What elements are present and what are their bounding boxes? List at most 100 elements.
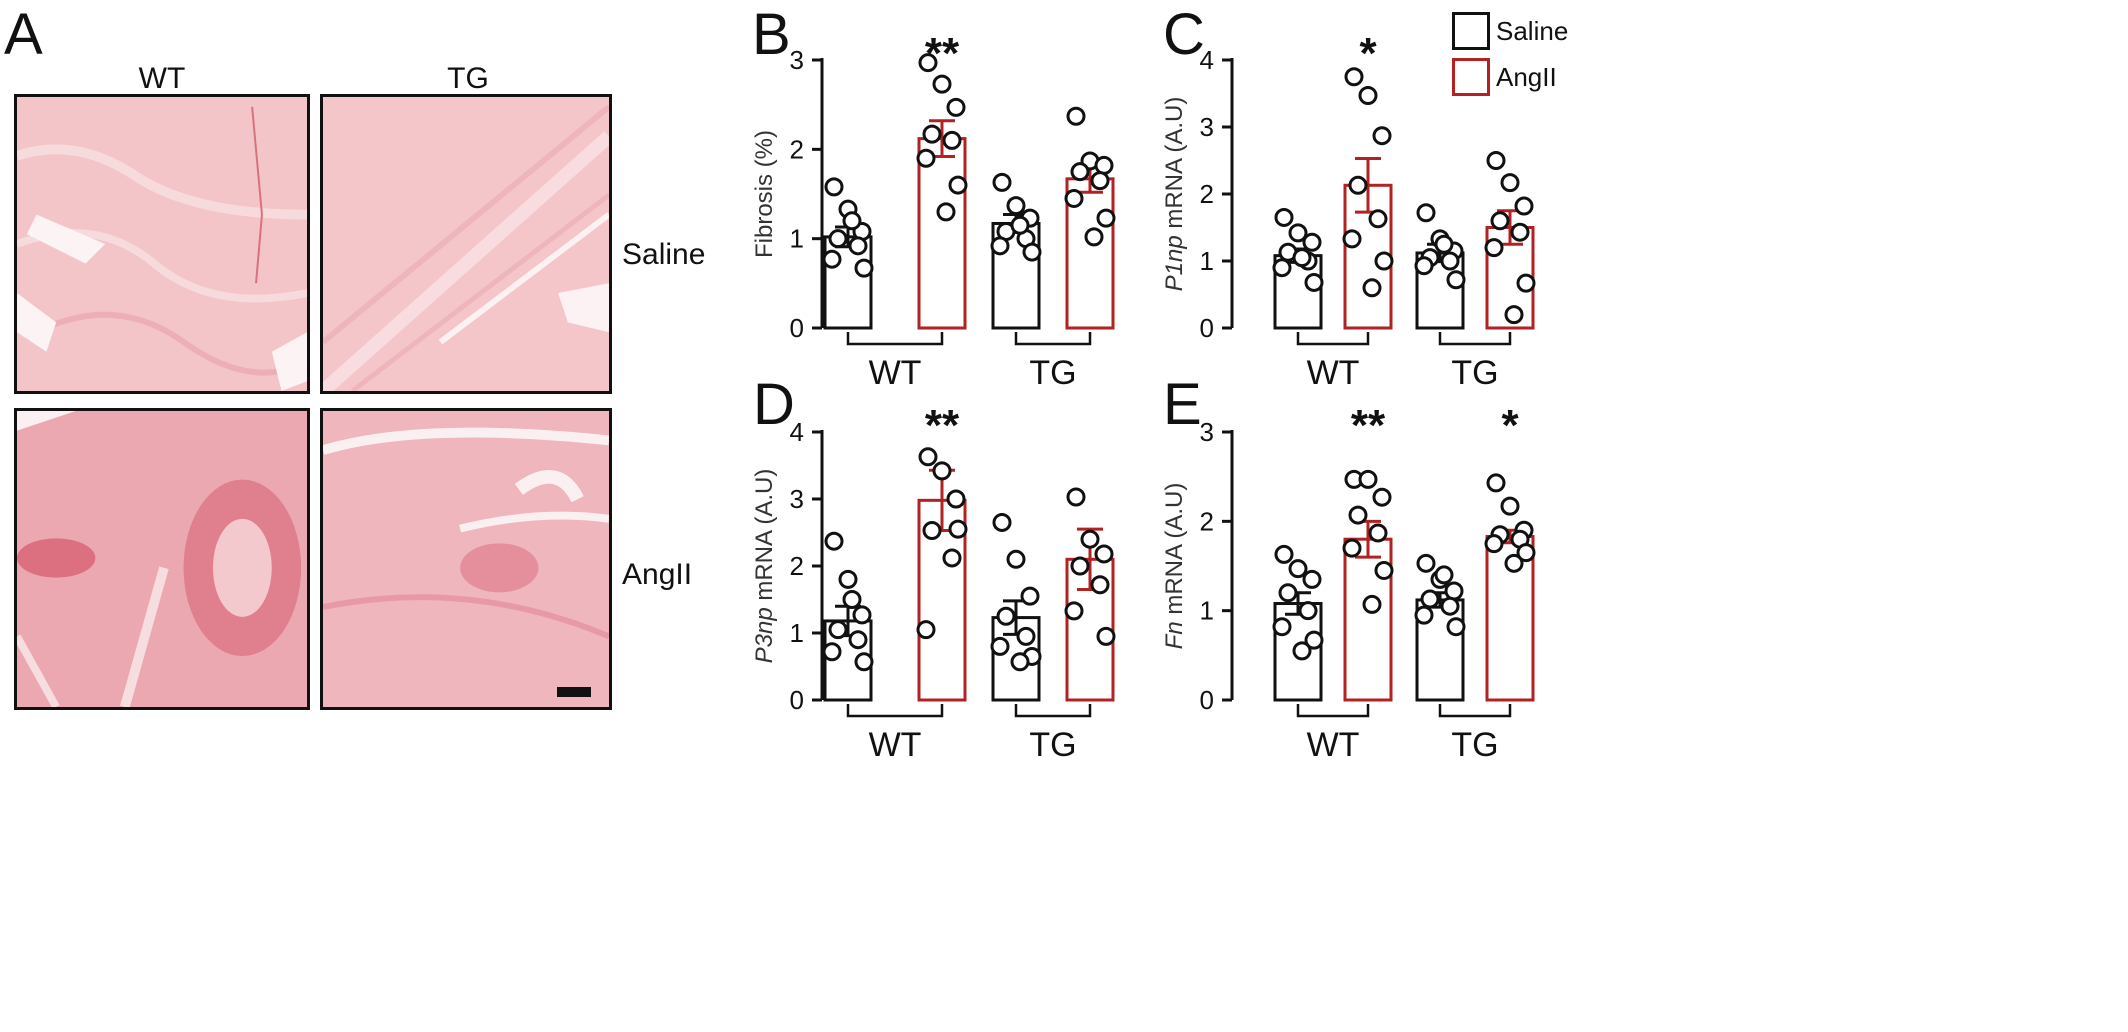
panel-letter-b: B bbox=[752, 2, 791, 67]
data-point-b bbox=[942, 130, 962, 150]
data-point-e bbox=[1292, 641, 1312, 661]
y-tick-label-b: 1 bbox=[790, 224, 804, 254]
group-label-d: TG bbox=[1029, 726, 1076, 764]
data-point-e bbox=[1278, 583, 1298, 603]
group-bracket-d bbox=[1014, 704, 1092, 718]
significance-mark-e: * bbox=[1501, 401, 1519, 450]
data-point-d bbox=[822, 642, 842, 662]
data-point-c bbox=[1434, 234, 1454, 254]
data-point-e bbox=[1500, 496, 1520, 516]
data-point-d bbox=[854, 652, 874, 672]
data-point-d bbox=[1090, 575, 1110, 595]
y-tick-label-b: 0 bbox=[790, 313, 804, 343]
data-point-c bbox=[1344, 67, 1364, 87]
data-point-c bbox=[1302, 232, 1322, 252]
data-point-d bbox=[852, 605, 872, 625]
data-point-c bbox=[1416, 203, 1436, 223]
group-label-b: WT bbox=[869, 354, 922, 392]
data-point-b bbox=[918, 53, 938, 73]
data-point-d bbox=[838, 569, 858, 589]
data-point-e bbox=[1304, 630, 1324, 650]
group-bracket-e bbox=[1438, 704, 1512, 718]
y-axis-label-e: Fn mRNA (A.U) bbox=[1161, 483, 1188, 650]
data-point-d bbox=[1094, 544, 1114, 564]
column-label-wt: WT bbox=[138, 62, 186, 95]
data-point-b bbox=[1096, 208, 1116, 228]
data-point-b bbox=[1084, 227, 1104, 247]
data-point-e bbox=[1446, 617, 1466, 637]
y-tick-label-b: 2 bbox=[790, 134, 804, 164]
data-point-b bbox=[1094, 155, 1114, 175]
data-point-c bbox=[1446, 270, 1466, 290]
micrograph-tg-saline bbox=[320, 94, 612, 394]
data-point-e bbox=[1342, 538, 1362, 558]
data-point-c bbox=[1348, 175, 1368, 195]
data-point-d bbox=[1064, 601, 1084, 621]
data-point-d bbox=[946, 489, 966, 509]
data-point-d bbox=[842, 590, 862, 609]
data-point-e bbox=[1372, 487, 1392, 507]
data-point-e bbox=[1272, 617, 1292, 637]
data-point-b bbox=[922, 124, 942, 144]
data-point-c bbox=[1292, 248, 1312, 268]
data-point-b bbox=[824, 177, 844, 197]
data-point-e bbox=[1440, 596, 1460, 616]
data-point-c bbox=[1504, 305, 1524, 325]
data-point-d bbox=[990, 636, 1010, 656]
data-point-d bbox=[828, 620, 848, 640]
data-point-d bbox=[932, 461, 952, 481]
y-axis-label-d: P3np mRNA (A.U) bbox=[751, 469, 778, 664]
data-point-c bbox=[1440, 251, 1460, 271]
scale-bar bbox=[557, 687, 591, 697]
significance-mark-e: ** bbox=[1351, 401, 1386, 450]
y-tick-label-c: 0 bbox=[1200, 313, 1214, 343]
group-label-c: WT bbox=[1307, 354, 1360, 392]
y-tick-label-e: 1 bbox=[1200, 596, 1214, 626]
y-tick-label-c: 3 bbox=[1200, 112, 1214, 142]
panel-letter-e: E bbox=[1163, 372, 1202, 437]
data-point-e bbox=[1420, 589, 1440, 609]
data-point-b bbox=[948, 175, 968, 195]
chart-fibrosis: 0 1 2 3 Fibrosis (%) ** WT TG bbox=[751, 29, 1116, 392]
data-point-b bbox=[1066, 106, 1086, 126]
data-point-e bbox=[1504, 553, 1524, 573]
data-point-e bbox=[1362, 594, 1382, 614]
data-point-b bbox=[946, 97, 966, 117]
data-point-e bbox=[1302, 569, 1322, 589]
data-point-b bbox=[854, 258, 874, 278]
y-tick-label-d: 2 bbox=[790, 551, 804, 581]
data-point-c bbox=[1514, 196, 1534, 216]
y-tick-label-e: 2 bbox=[1200, 506, 1214, 536]
group-label-b: TG bbox=[1029, 354, 1076, 392]
y-axis-label-c: P1np mRNA (A.U) bbox=[1161, 97, 1188, 292]
data-point-b bbox=[842, 211, 862, 231]
data-point-b bbox=[1064, 188, 1084, 208]
data-point-b bbox=[1022, 242, 1042, 262]
data-point-c bbox=[1510, 222, 1530, 242]
data-point-d bbox=[1070, 556, 1090, 576]
group-bracket-d bbox=[846, 704, 944, 718]
data-point-c bbox=[1500, 173, 1520, 193]
y-tick-label-d: 0 bbox=[790, 685, 804, 715]
data-point-e bbox=[1416, 553, 1436, 573]
data-point-b bbox=[932, 74, 952, 94]
data-point-e bbox=[1516, 543, 1536, 563]
y-tick-label-d: 4 bbox=[790, 417, 804, 447]
data-point-d bbox=[1010, 652, 1030, 672]
micrograph-tg-angii bbox=[320, 408, 612, 710]
y-tick-label-c: 2 bbox=[1200, 179, 1214, 209]
data-point-c bbox=[1414, 256, 1434, 276]
data-point-c bbox=[1490, 211, 1510, 231]
legend-label-angii: AngII bbox=[1496, 62, 1557, 92]
data-point-d bbox=[918, 447, 938, 467]
row-label-angii: AngII bbox=[622, 558, 693, 591]
data-point-b bbox=[822, 249, 842, 269]
panel-letter-d: D bbox=[753, 372, 795, 437]
data-point-e bbox=[1274, 544, 1294, 564]
data-point-b bbox=[936, 202, 956, 222]
legend-swatch-saline bbox=[1452, 12, 1490, 50]
data-point-d bbox=[1080, 529, 1100, 549]
data-point-b bbox=[1070, 162, 1090, 182]
chart-p3np-mrna: 0 1 2 3 4 P3np mRNA (A.U) ** WT TG bbox=[751, 401, 1116, 764]
data-point-e bbox=[1374, 560, 1394, 580]
